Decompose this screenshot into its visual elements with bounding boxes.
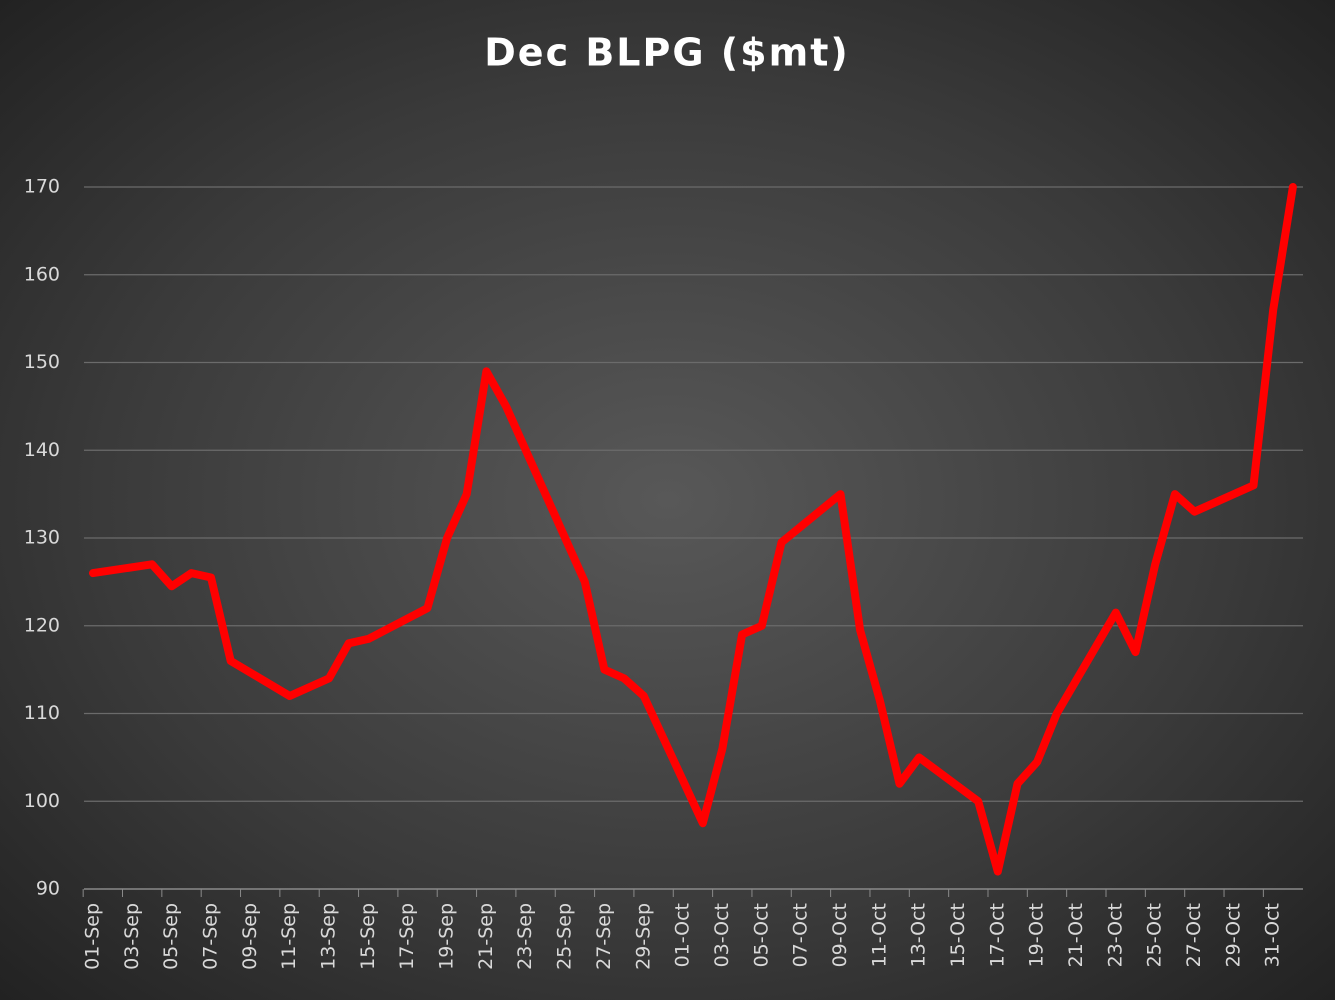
- data-line: [89, 183, 1297, 876]
- chart-title: Dec BLPG ($mt): [484, 31, 849, 75]
- x-tick-label: 03-Sep: [121, 903, 143, 970]
- y-tick-label: 140: [24, 439, 60, 461]
- x-tick-label: 13-Sep: [318, 903, 340, 970]
- y-tick-label: 100: [24, 790, 60, 812]
- x-tick-label: 19-Sep: [436, 903, 458, 970]
- x-tick-label: 09-Oct: [829, 903, 851, 967]
- x-tick-label: 25-Oct: [1144, 903, 1166, 967]
- x-tick-label: 03-Oct: [711, 903, 733, 967]
- x-tick-label: 05-Sep: [160, 903, 182, 970]
- x-tick-label: 29-Oct: [1222, 903, 1244, 967]
- y-tick-label: 90: [36, 878, 60, 900]
- y-tick-label: 110: [24, 702, 60, 724]
- x-tick-label: 09-Sep: [239, 903, 261, 970]
- x-tick-label: 11-Sep: [278, 903, 300, 970]
- x-tick-label: 13-Oct: [908, 903, 930, 967]
- x-tick-label: 31-Oct: [1262, 903, 1284, 967]
- x-tick-label: 23-Sep: [514, 903, 536, 970]
- x-tick-label: 17-Oct: [986, 903, 1008, 967]
- x-tick-label: 27-Oct: [1183, 903, 1205, 967]
- y-tick-label: 150: [24, 351, 60, 373]
- x-tick-label: 23-Oct: [1104, 903, 1126, 967]
- x-tick-label: 25-Sep: [554, 903, 576, 970]
- x-tick-label: 01-Oct: [672, 903, 694, 967]
- x-tick-label: 11-Oct: [868, 903, 890, 967]
- y-tick-label: 160: [24, 263, 60, 285]
- y-tick-label: 120: [24, 614, 60, 636]
- x-tick-label: 15-Sep: [357, 903, 379, 970]
- x-tick-label: 17-Sep: [396, 903, 418, 970]
- x-tick-label: 07-Sep: [200, 903, 222, 970]
- y-tick-label: 130: [24, 527, 60, 549]
- x-tick-label: 21-Sep: [475, 903, 497, 970]
- x-tick-label: 01-Sep: [82, 903, 104, 970]
- x-tick-label: 29-Sep: [632, 903, 654, 970]
- x-tick-label: 21-Oct: [1065, 903, 1087, 967]
- x-tick-label: 07-Oct: [790, 903, 812, 967]
- x-tick-label: 27-Sep: [593, 903, 615, 970]
- x-tick-label: 05-Oct: [750, 903, 772, 967]
- x-tick-label: 19-Oct: [1026, 903, 1048, 967]
- y-tick-label: 170: [24, 176, 60, 198]
- x-tick-label: 15-Oct: [947, 903, 969, 967]
